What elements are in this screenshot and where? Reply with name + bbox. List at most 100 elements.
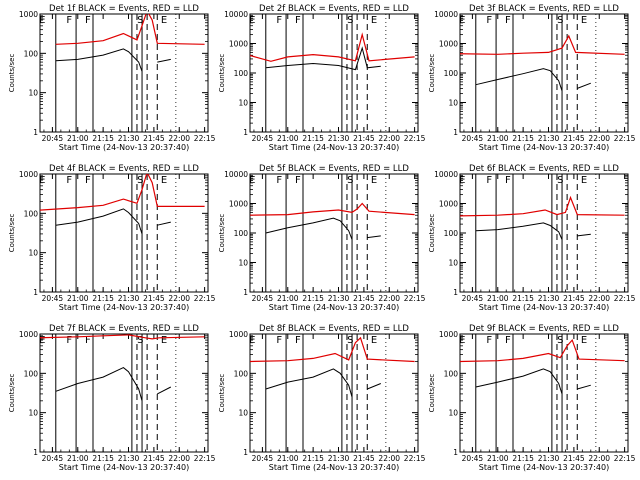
x-tick-label: 21:30 [118, 454, 140, 463]
y-tick-label: 100 [24, 369, 39, 378]
y-tick-label: 10 [28, 249, 38, 258]
time-marker-label: F [486, 335, 492, 346]
y-tick-label: 10000 [224, 170, 248, 179]
x-tick-label: 21:45 [143, 454, 165, 463]
x-tick-label: 21:45 [353, 454, 375, 463]
time-marker-label: E [39, 15, 45, 26]
time-marker-label: S [557, 335, 563, 346]
y-tick-label: 10 [238, 259, 248, 268]
time-marker-label: E [581, 335, 587, 346]
x-tick-label: 20:45 [42, 454, 64, 463]
x-tick-label: 22:00 [378, 294, 400, 303]
chart-title: Det 5f BLACK = Events, RED = LLD [259, 164, 409, 174]
plot-frame [459, 13, 629, 133]
time-marker-label: F [505, 335, 511, 346]
y-tick-label: 1 [33, 448, 38, 457]
time-marker-label: S [557, 15, 563, 26]
time-marker-label: F [486, 175, 492, 186]
y-axis-label: Counts/sec [428, 374, 436, 413]
y-tick-label: 1 [33, 288, 38, 297]
y-tick-label: 100 [234, 229, 249, 238]
chart-panel-9: Det 9f BLACK = Events, RED = LLD 1 10 100 10… [428, 324, 636, 472]
y-axis-label: Counts/sec [8, 214, 16, 253]
y-axis-label: Counts/sec [8, 374, 16, 413]
x-tick-label: 20:45 [252, 134, 274, 143]
events-series-line [55, 367, 172, 401]
y-tick-label: 1 [33, 128, 38, 137]
time-marker-label: F [276, 335, 282, 346]
time-marker-label: S [557, 175, 563, 186]
x-tick-label: 21:45 [143, 134, 165, 143]
x-axis-label: Start Time (24-Nov-13 20:37:40) [59, 303, 189, 312]
x-tick-label: 20:45 [462, 454, 484, 463]
y-axis-label: Counts/sec [218, 214, 226, 253]
y-axis-label: Counts/sec [218, 374, 226, 413]
y-tick-label: 100 [234, 369, 249, 378]
chart-panel-3: Det 3f BLACK = Events, RED = LLD 1 10 100 10… [428, 4, 636, 152]
chart-panel-5: Det 5f BLACK = Events, RED = LLD 1 10 100 10… [218, 164, 426, 312]
y-tick-label: 1000 [439, 200, 458, 209]
x-axis-label: Start Time (24-Nov-13 20:37:40) [59, 143, 189, 152]
x-tick-label: 22:15 [614, 134, 636, 143]
events-series-line [55, 48, 171, 72]
lld-series-line [40, 334, 205, 340]
y-axis-label: Counts/sec [428, 214, 436, 253]
y-tick-label: 100 [444, 69, 459, 78]
x-tick-label: 22:15 [614, 294, 636, 303]
time-marker-label: S [347, 335, 353, 346]
x-tick-label: 21:30 [118, 294, 140, 303]
plot-frame [249, 173, 419, 293]
y-tick-label: 10000 [434, 10, 458, 19]
chart-title: Det 3f BLACK = Events, RED = LLD [469, 4, 619, 14]
y-tick-label: 10 [448, 99, 458, 108]
x-axis-label: Start Time (24-Nov-13 20:37:40) [59, 463, 189, 472]
events-series-line [475, 222, 591, 240]
plot-frame [39, 13, 209, 133]
plot-frame [39, 173, 209, 293]
time-marker-label: E [459, 335, 465, 346]
time-marker-label: F [66, 15, 72, 26]
x-tick-label: 21:30 [538, 454, 560, 463]
y-tick-label: 1 [453, 128, 458, 137]
time-marker-label: E [161, 175, 167, 186]
time-marker-label: E [581, 175, 587, 186]
y-tick-label: 1 [453, 448, 458, 457]
y-tick-label: 1000 [19, 330, 38, 339]
y-tick-label: 100 [444, 369, 459, 378]
x-tick-label: 21:15 [92, 134, 114, 143]
plot-frame [249, 13, 419, 133]
chart-title: Det 9f BLACK = Events, RED = LLD [469, 324, 619, 334]
x-tick-label: 21:45 [353, 134, 375, 143]
y-tick-label: 10 [28, 409, 38, 418]
y-tick-label: 1 [243, 288, 248, 297]
lld-series-line [250, 336, 415, 363]
chart-title: Det 7f BLACK = Events, RED = LLD [49, 324, 199, 334]
y-tick-label: 1 [243, 128, 248, 137]
x-tick-label: 21:30 [538, 294, 560, 303]
plot-frame [39, 333, 209, 453]
y-axis-label: Counts/sec [428, 54, 436, 93]
x-tick-label: 22:00 [168, 294, 190, 303]
lld-series-line [460, 195, 625, 217]
time-marker-label: E [459, 175, 465, 186]
events-series-line [265, 217, 381, 240]
x-tick-label: 21:00 [277, 294, 299, 303]
time-marker-label: F [295, 335, 301, 346]
y-tick-label: 1000 [439, 40, 458, 49]
y-tick-label: 10000 [434, 170, 458, 179]
y-axis-label: Counts/sec [8, 54, 16, 93]
x-axis-label: Start Time (24-Nov-13 20:37:40) [269, 143, 399, 152]
events-series-line [475, 68, 591, 91]
y-tick-label: 10000 [224, 10, 248, 19]
time-marker-label: F [85, 175, 91, 186]
x-tick-label: 21:00 [277, 134, 299, 143]
events-series-line [265, 368, 381, 398]
plot-frame [459, 333, 629, 453]
y-tick-label: 10 [238, 99, 248, 108]
time-marker-label: F [276, 175, 282, 186]
time-marker-label: F [85, 335, 91, 346]
time-marker-label: E [249, 175, 255, 186]
chart-panel-6: Det 6f BLACK = Events, RED = LLD 1 10 100 10… [428, 164, 636, 312]
lld-series-line [460, 338, 625, 363]
x-tick-label: 21:00 [67, 134, 89, 143]
